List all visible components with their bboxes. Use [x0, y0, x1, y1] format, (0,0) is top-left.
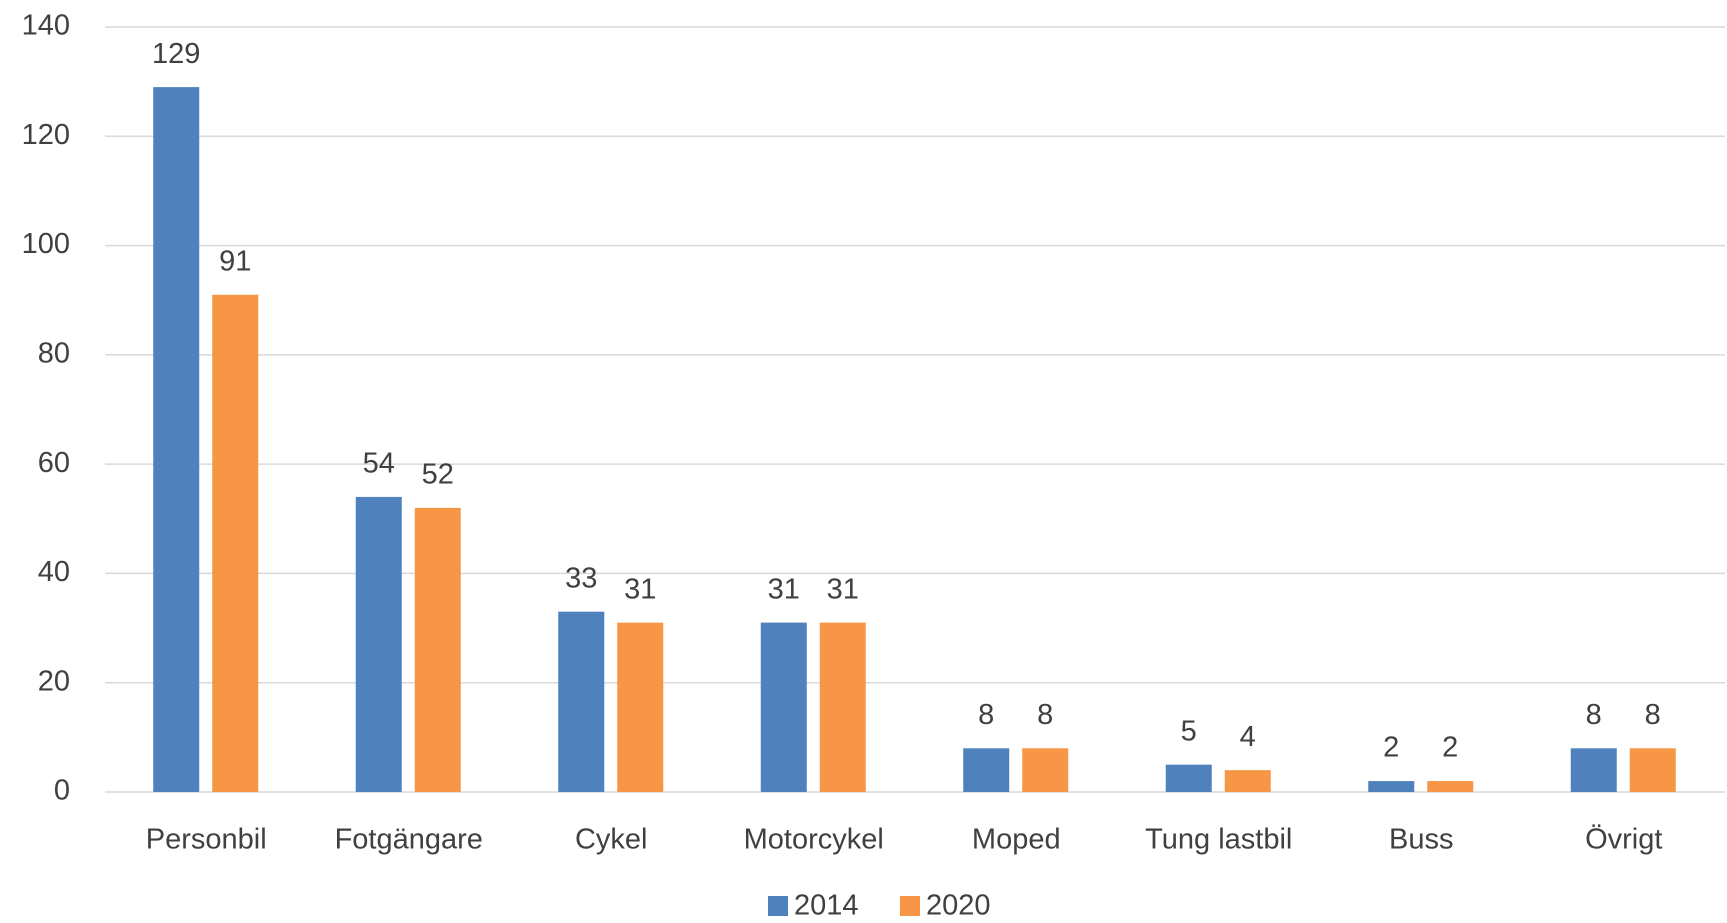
y-tick-label: 0: [54, 775, 70, 807]
data-label: 5: [1181, 715, 1197, 747]
x-tick-label: Cykel: [575, 824, 648, 856]
x-tick-label: Övrigt: [1585, 824, 1662, 856]
data-label: 33: [565, 562, 597, 594]
bar: [153, 87, 200, 793]
bar: [963, 748, 1010, 792]
legend-swatch: [768, 896, 788, 916]
x-tick-label: Motorcykel: [744, 824, 884, 856]
x-tick-label: Fotgängare: [335, 824, 483, 856]
data-label: 31: [827, 573, 859, 605]
x-tick-label: Personbil: [146, 824, 267, 856]
y-tick-label: 100: [22, 228, 70, 260]
data-label: 8: [1645, 699, 1661, 731]
data-label: 52: [422, 459, 454, 491]
bar: [1427, 781, 1474, 792]
bar: [1368, 781, 1415, 792]
bar: [355, 496, 402, 792]
data-label: 2: [1442, 732, 1458, 764]
bar: [819, 622, 866, 792]
bar: [1629, 748, 1676, 792]
legend-swatch: [900, 896, 920, 916]
bar: [1224, 770, 1271, 792]
y-tick-label: 120: [22, 119, 70, 151]
data-label: 129: [152, 38, 200, 70]
data-label: 31: [624, 573, 656, 605]
y-tick-label: 20: [38, 665, 70, 697]
y-tick-label: 60: [38, 447, 70, 479]
data-label: 54: [363, 448, 395, 480]
bar: [558, 611, 605, 792]
data-label: 4: [1240, 721, 1256, 753]
bar: [212, 294, 259, 792]
x-tick-label: Moped: [972, 824, 1061, 856]
data-label: 8: [1037, 699, 1053, 731]
data-label: 8: [1586, 699, 1602, 731]
bar: [414, 507, 461, 792]
data-label: 91: [219, 245, 251, 277]
x-tick-label: Buss: [1389, 824, 1453, 856]
data-label: 2: [1383, 732, 1399, 764]
data-label: 8: [978, 699, 994, 731]
y-tick-label: 80: [38, 338, 70, 370]
bar: [760, 622, 807, 792]
bar: [1570, 748, 1617, 792]
legend-label: 2014: [794, 890, 859, 922]
y-tick-label: 140: [22, 10, 70, 42]
bar: [1022, 748, 1069, 792]
data-label: 31: [768, 573, 800, 605]
x-tick-label: Tung lastbil: [1145, 824, 1292, 856]
bar: [617, 622, 664, 792]
y-tick-label: 40: [38, 556, 70, 588]
bar: [1165, 764, 1212, 792]
legend-label: 2020: [926, 890, 991, 922]
